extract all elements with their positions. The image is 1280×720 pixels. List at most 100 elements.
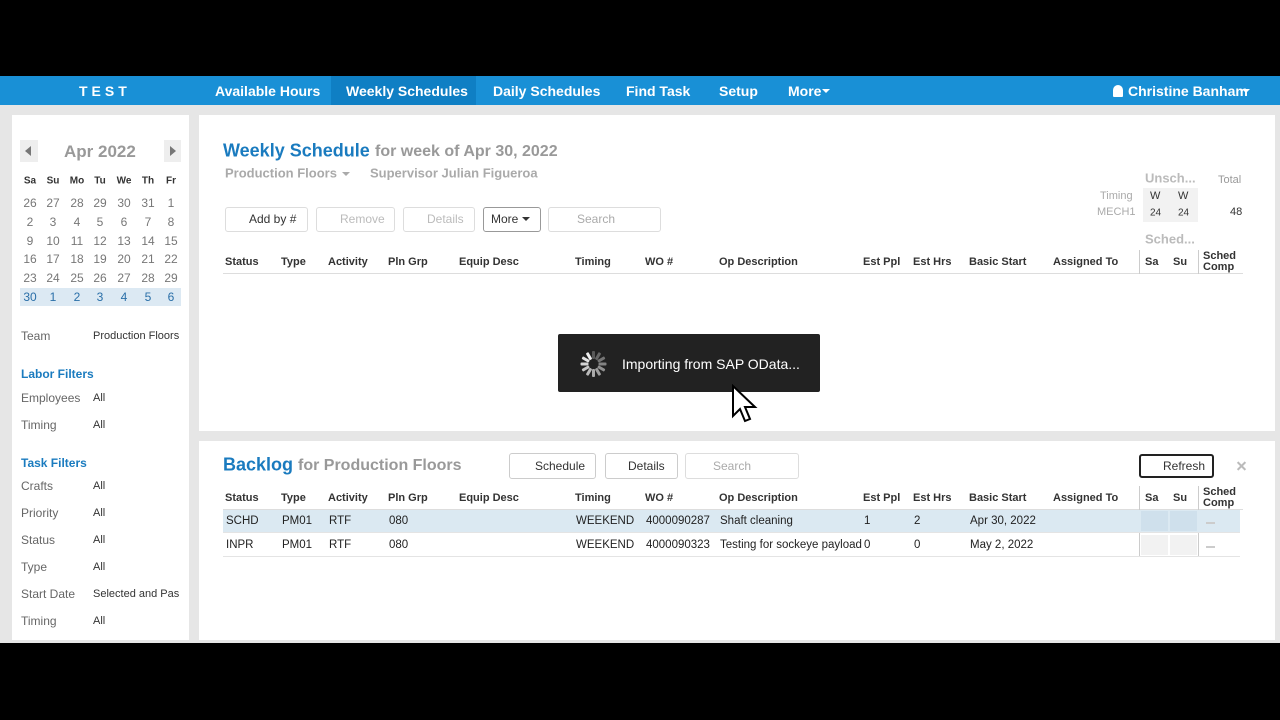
day[interactable]: 31 — [141, 196, 155, 210]
day[interactable]: 15 — [164, 233, 178, 248]
nav-item[interactable]: Available Hours — [215, 83, 321, 99]
search-box[interactable] — [685, 453, 799, 479]
button-label[interactable]: Add by # — [249, 212, 297, 226]
day[interactable]: 14 — [141, 233, 155, 248]
column-header: Assigned To — [1053, 492, 1119, 504]
day[interactable]: 26 — [93, 271, 107, 286]
day[interactable]: 5 — [96, 214, 104, 229]
day[interactable]: 20 — [117, 252, 131, 267]
day[interactable]: 1 — [49, 290, 57, 304]
nav-bar — [0, 76, 1280, 105]
spinner-tick — [592, 351, 595, 359]
row-line — [223, 532, 1240, 533]
cell: May 2, 2022 — [970, 539, 1034, 551]
search-placeholder[interactable]: Search — [577, 212, 616, 226]
day[interactable]: 4 — [73, 214, 81, 229]
spinner-tick — [580, 362, 589, 366]
day[interactable]: 16 — [23, 252, 37, 267]
summary-label: MECH1 — [1097, 206, 1136, 218]
refresh-button[interactable] — [1139, 454, 1214, 478]
filter-value: All — [93, 615, 106, 627]
button[interactable] — [403, 207, 475, 232]
button-label[interactable]: Remove — [340, 212, 385, 226]
filter-label: Timing — [21, 614, 57, 628]
team-select[interactable]: Production Floors — [225, 165, 337, 181]
button-label[interactable]: Details — [628, 459, 665, 473]
supervisor[interactable]: Supervisor Julian Figueroa — [370, 165, 538, 181]
day[interactable]: 27 — [46, 196, 60, 210]
day[interactable]: 3 — [96, 290, 104, 304]
day[interactable]: 17 — [46, 252, 60, 267]
day[interactable]: 6 — [120, 214, 128, 229]
button-label[interactable]: Schedule — [535, 459, 586, 473]
filter-value: All — [93, 392, 106, 404]
day[interactable]: 30 — [23, 290, 37, 304]
day[interactable]: 29 — [93, 196, 107, 210]
day[interactable]: 23 — [23, 271, 37, 286]
filter-value: All — [93, 507, 106, 519]
panel-subtitle: for week of Apr 30, 2022 — [375, 143, 558, 160]
day[interactable]: 18 — [70, 252, 84, 267]
cell: 0 — [914, 539, 921, 551]
month: Apr 2022 — [64, 142, 136, 161]
panel-subtitle: for Production Floors — [298, 457, 462, 474]
day[interactable]: 19 — [93, 252, 107, 267]
day[interactable]: 24 — [46, 271, 60, 286]
day[interactable]: 29 — [164, 271, 178, 286]
day[interactable]: 7 — [144, 214, 152, 229]
filter-heading: Task Filters — [21, 456, 87, 470]
day[interactable]: 13 — [117, 233, 131, 248]
summary-hours: 24 — [1178, 207, 1190, 219]
day[interactable]: 10 — [46, 233, 60, 248]
day[interactable]: 1 — [167, 196, 175, 210]
day[interactable]: 8 — [167, 214, 175, 229]
day[interactable]: 21 — [141, 252, 155, 267]
nav-item[interactable]: Setup — [719, 83, 758, 99]
day[interactable]: 28 — [70, 196, 84, 210]
week-highlight — [20, 288, 181, 306]
button[interactable] — [225, 207, 308, 232]
comp-dash — [1206, 522, 1215, 524]
day[interactable]: 6 — [167, 290, 175, 304]
nav-item[interactable]: Weekly Schedules — [346, 83, 468, 99]
nav-item[interactable]: More — [788, 83, 822, 99]
day[interactable]: 11 — [70, 233, 84, 248]
day[interactable]: 5 — [144, 290, 152, 304]
day[interactable]: 28 — [141, 271, 155, 286]
day[interactable]: 30 — [117, 196, 131, 210]
column-header: Equip Desc — [459, 256, 519, 268]
day[interactable]: 26 — [23, 196, 37, 210]
day[interactable]: 25 — [70, 271, 84, 286]
day[interactable]: 12 — [93, 233, 107, 248]
day[interactable]: 22 — [164, 252, 178, 267]
day-cell — [1141, 511, 1168, 531]
weekday: Sa — [23, 175, 37, 187]
column-header: Activity — [328, 256, 368, 268]
day[interactable]: 4 — [120, 290, 128, 304]
side-panel — [12, 115, 189, 640]
search-placeholder[interactable]: Search — [713, 459, 752, 473]
button-label[interactable]: Refresh — [1163, 459, 1206, 473]
cell: SCHD — [226, 515, 259, 527]
caret — [522, 217, 530, 221]
column-header: Equip Desc — [459, 492, 519, 504]
user-menu[interactable]: Christine Banham — [1128, 83, 1248, 99]
cell: Testing for sockeye payload — [720, 539, 862, 551]
day[interactable]: 2 — [73, 290, 81, 304]
button[interactable] — [605, 453, 678, 479]
search-box[interactable] — [548, 207, 661, 232]
summary-day: W — [1178, 190, 1189, 202]
nav-item[interactable]: Find Task — [626, 83, 691, 99]
day[interactable]: 27 — [117, 271, 131, 286]
button-label[interactable]: More — [491, 212, 519, 226]
day[interactable]: 2 — [26, 214, 34, 229]
day[interactable]: 9 — [26, 233, 34, 248]
button-label[interactable]: Details — [427, 212, 464, 226]
day[interactable]: 3 — [49, 214, 57, 229]
button[interactable] — [316, 207, 395, 232]
button[interactable] — [509, 453, 596, 479]
button[interactable] — [483, 207, 541, 232]
column-header: WO # — [645, 256, 674, 268]
nav-item[interactable]: Daily Schedules — [493, 83, 601, 99]
day-cell — [1141, 535, 1168, 555]
